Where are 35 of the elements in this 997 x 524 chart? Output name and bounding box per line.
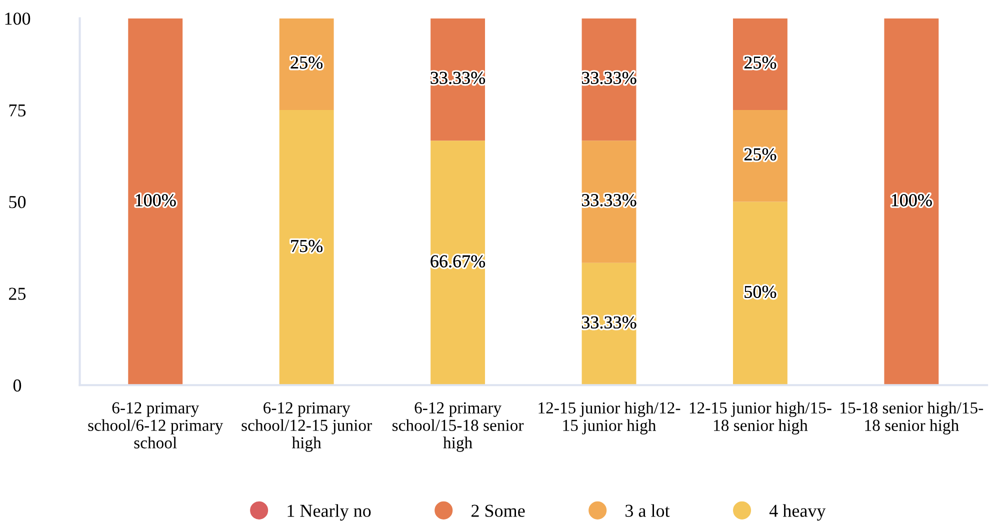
legend-label: 3 a lot: [626, 504, 670, 517]
data-label: 25%: [744, 56, 776, 69]
legend-label: 4 heavy: [769, 504, 826, 521]
y-tick-label: 50: [9, 196, 26, 208]
bar: [732, 110, 788, 202]
data-label: 33.33%: [430, 72, 486, 84]
bar: [279, 18, 334, 110]
x-tick-label: 15-18 senior high/15-18 senior high: [840, 402, 984, 434]
data-label: 25%: [744, 148, 776, 160]
x-tick-label: 6-12 primary school/6-12 primary school: [88, 402, 224, 448]
bar: [128, 18, 183, 386]
data-label: 100%: [892, 194, 932, 206]
bar: [732, 202, 788, 386]
y-tick-label: 100: [5, 12, 30, 25]
data-label: 33.33%: [582, 72, 636, 84]
bar: [884, 18, 939, 386]
y-tick-label: 0: [13, 379, 22, 392]
bar: [279, 110, 334, 386]
x-tick-label: 6-12 primary school/15-18 senior high: [392, 402, 524, 452]
data-label: 66.67%: [430, 255, 486, 268]
legend-label: 2 Some: [471, 504, 525, 517]
y-tick-label: 75: [9, 104, 26, 116]
data-label: 33.33%: [582, 316, 636, 329]
data-label: 33.33%: [582, 194, 636, 206]
data-label: 25%: [290, 56, 323, 69]
data-label: 100%: [136, 194, 176, 206]
bar: [430, 140, 486, 386]
bar: [732, 18, 788, 110]
data-label: 50%: [744, 286, 776, 298]
x-tick-label: 12-15 junior high/12-15 junior high: [538, 402, 680, 434]
y-tick-label: 25: [9, 288, 26, 300]
x-tick-label: 12-15 junior high/15-18 senior high: [690, 402, 832, 434]
x-tick-label: 6-12 primary school/12-15 junior high: [242, 402, 372, 452]
data-label: 75%: [291, 240, 323, 252]
legend-label: 1 Nearly no: [288, 504, 371, 521]
